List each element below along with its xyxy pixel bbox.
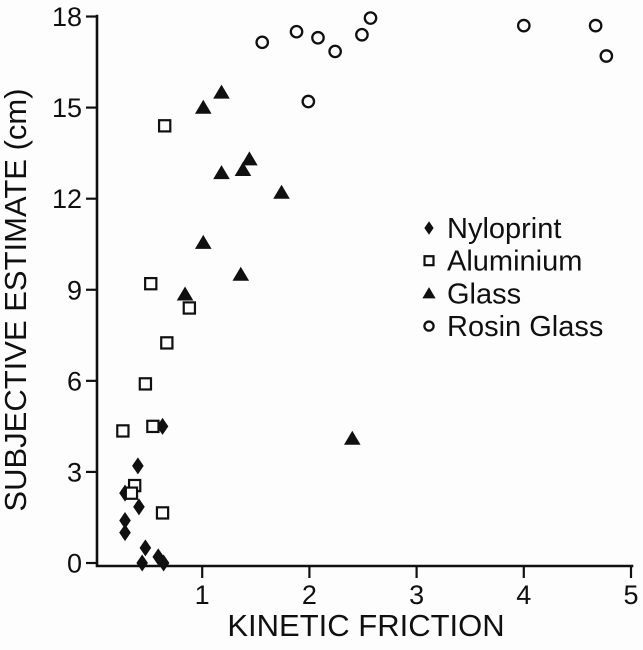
y-tick-label: 12	[52, 184, 82, 214]
data-point-aluminium	[124, 486, 139, 500]
data-point-nyloprint	[157, 554, 170, 572]
data-point-nyloprint	[152, 548, 165, 566]
data-point-glass	[194, 234, 212, 249]
data-point-rosin-glass	[599, 49, 614, 63]
data-point-nyloprint	[156, 417, 169, 435]
data-point-glass	[176, 286, 194, 301]
data-point-nyloprint	[132, 457, 144, 475]
legend-label-rosin-glass: Rosin Glass	[447, 311, 603, 343]
legend-label-nyloprint: Nyloprint	[447, 213, 561, 245]
x-tick-label: 5	[623, 580, 638, 610]
data-point-aluminium	[155, 506, 170, 520]
data-point-rosin-glass	[301, 94, 316, 109]
data-point-glass	[241, 151, 258, 166]
data-point-nyloprint	[119, 524, 131, 542]
data-point-aluminium	[138, 377, 153, 391]
data-point-glass	[194, 99, 212, 114]
data-point-nyloprint	[133, 498, 145, 516]
y-tick-label: 3	[67, 457, 82, 487]
data-point-rosin-glass	[311, 30, 325, 45]
y-axis-title: SUBJECTIVE ESTIMATE (cm)	[0, 88, 33, 511]
data-point-nyloprint	[136, 554, 148, 572]
legend-label-glass: Glass	[447, 278, 521, 310]
data-point-aluminium	[157, 119, 172, 133]
data-point-rosin-glass	[355, 27, 369, 42]
data-point-aluminium	[116, 424, 130, 438]
x-tick-label: 3	[409, 580, 424, 610]
data-point-nyloprint	[119, 511, 131, 529]
y-tick-label: 18	[52, 2, 82, 32]
data-point-glass	[234, 162, 252, 177]
data-point-rosin-glass	[588, 18, 603, 33]
data-point-rosin-glass	[328, 44, 342, 59]
y-tick-label: 9	[67, 275, 82, 305]
data-point-rosin-glass	[289, 24, 304, 39]
x-tick-label: 4	[516, 580, 531, 610]
data-point-rosin-glass	[516, 18, 531, 33]
legend-marker-open-square-icon	[423, 255, 435, 267]
y-tick-label: 15	[52, 93, 82, 123]
data-point-aluminium	[144, 276, 158, 291]
y-tick-label: 6	[67, 366, 82, 396]
legend-marker-open-circle-icon	[423, 320, 435, 332]
y-tick-label: 0	[67, 549, 82, 579]
data-point-glass	[273, 184, 290, 199]
data-point-glass	[213, 84, 230, 99]
data-point-nyloprint	[139, 539, 152, 557]
x-tick-label: 1	[195, 580, 210, 610]
data-point-aluminium	[146, 419, 160, 434]
data-point-glass	[213, 165, 230, 180]
data-point-rosin-glass	[255, 35, 270, 50]
legend-marker-filled-triangle-icon	[422, 287, 436, 299]
data-point-aluminium	[160, 336, 174, 350]
data-point-glass	[343, 430, 361, 445]
data-point-rosin-glass	[363, 11, 378, 25]
data-point-glass	[232, 266, 250, 281]
legend-marker-filled-diamond-icon	[424, 221, 434, 235]
data-point-aluminium	[182, 301, 197, 315]
axes	[95, 14, 634, 568]
x-tick-label: 2	[302, 580, 317, 610]
legend-label-aluminium: Aluminium	[447, 246, 582, 278]
x-axis-title: KINETIC FRICTION	[227, 608, 504, 643]
